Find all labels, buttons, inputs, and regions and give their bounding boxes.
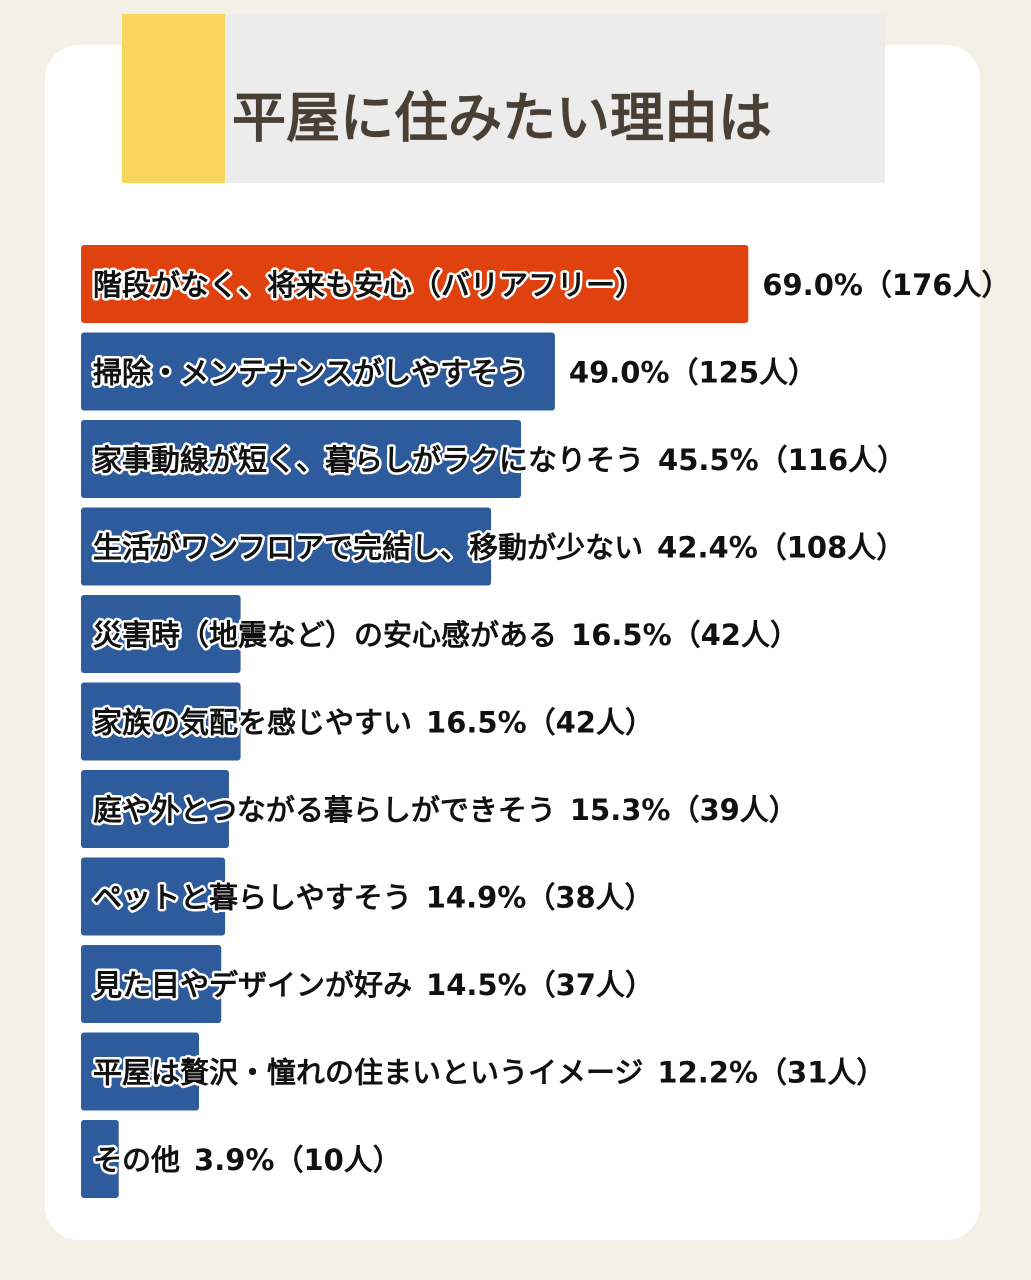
value-label: 16.5%（42人）	[426, 706, 654, 740]
category-label: 生活がワンフロアで完結し、移動が少ない	[93, 531, 643, 565]
bar	[81, 857, 226, 936]
bar	[81, 770, 229, 848]
bar	[81, 332, 555, 411]
category-label: 災害時（地震など）の安心感がある	[93, 618, 557, 652]
category-label: ペットと暮らしやすそう	[93, 881, 412, 915]
bar	[81, 945, 222, 1023]
category-label: 家族の気配を感じやすい	[93, 706, 412, 740]
category-label: 掃除・メンテナンスがしやすそう	[93, 356, 527, 390]
bar	[81, 682, 241, 761]
value-label: 12.2%（31人）	[657, 1056, 885, 1090]
value-label: 16.5%（42人）	[571, 618, 799, 652]
value-label: 49.0%（125人）	[569, 356, 817, 390]
bar	[81, 245, 749, 323]
value-label: 15.3%（39人）	[570, 793, 798, 827]
category-label: 平屋は贅沢・憧れの住まいというイメージ	[93, 1056, 643, 1090]
bar	[81, 420, 522, 498]
value-label: 42.4%（108人）	[657, 531, 905, 565]
bar	[81, 1032, 199, 1111]
category-label: 階段がなく、将来も安心（バリアフリー）	[93, 268, 644, 302]
chart-title: 平屋に住みたい理由は	[232, 87, 772, 150]
bar	[81, 595, 241, 673]
value-label: 3.9%（10人）	[194, 1143, 402, 1177]
category-label: 庭や外とつながる暮らしができそう	[93, 793, 556, 827]
value-label: 14.5%（37人）	[426, 968, 654, 1002]
bar	[81, 507, 492, 586]
value-label: 14.9%（38人）	[426, 881, 654, 915]
bar	[81, 1120, 119, 1198]
value-label: 69.0%（176人）	[762, 268, 1010, 302]
title-accent	[122, 14, 225, 183]
category-label: その他	[93, 1143, 180, 1177]
category-label: 家事動線が短く、暮らしがラクになりそう	[93, 443, 644, 477]
value-label: 45.5%（116人）	[658, 443, 906, 477]
title-box	[225, 14, 885, 183]
category-label: 見た目やデザインが好み	[93, 968, 412, 1002]
